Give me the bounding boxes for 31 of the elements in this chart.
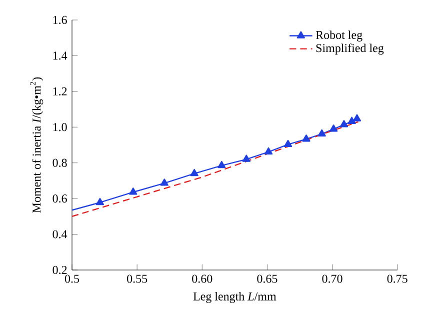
point bbox=[96, 198, 104, 206]
x-tick-label: 0.60 bbox=[192, 274, 212, 283]
y-tick-label: 1.6 bbox=[53, 16, 67, 24]
x-tick-label: 0.55 bbox=[127, 274, 148, 283]
point bbox=[218, 160, 226, 168]
y-tick-label: 1.0 bbox=[53, 123, 67, 132]
x-tick-label: 0.65 bbox=[257, 274, 278, 283]
x-tick-label: 0.75 bbox=[387, 274, 408, 283]
x-tick-label: 0.70 bbox=[322, 274, 342, 283]
point bbox=[302, 134, 310, 142]
point bbox=[190, 168, 198, 176]
x-tick-label: 0.5 bbox=[64, 274, 80, 283]
y-tick-label: 0.2 bbox=[52, 266, 67, 274]
x-axis-title: Leg length L/mm bbox=[193, 292, 276, 303]
point bbox=[318, 129, 326, 137]
point bbox=[264, 147, 273, 155]
legend-label: Robot leg bbox=[316, 30, 362, 42]
y-tick-label: 1.2 bbox=[53, 87, 67, 96]
y-tick-label: 0.4 bbox=[52, 230, 68, 238]
point bbox=[129, 188, 138, 195]
point bbox=[352, 114, 362, 122]
point bbox=[284, 140, 292, 148]
y-tick-label: 1.4 bbox=[53, 52, 68, 60]
point bbox=[340, 120, 348, 128]
legend-label: Simplified leg bbox=[316, 44, 384, 55]
y-tick-label: 0.6 bbox=[52, 194, 67, 203]
point bbox=[242, 154, 250, 162]
point bbox=[348, 116, 356, 124]
point bbox=[160, 178, 168, 186]
y-tick-label: 0.8 bbox=[52, 158, 67, 167]
point bbox=[330, 124, 338, 132]
